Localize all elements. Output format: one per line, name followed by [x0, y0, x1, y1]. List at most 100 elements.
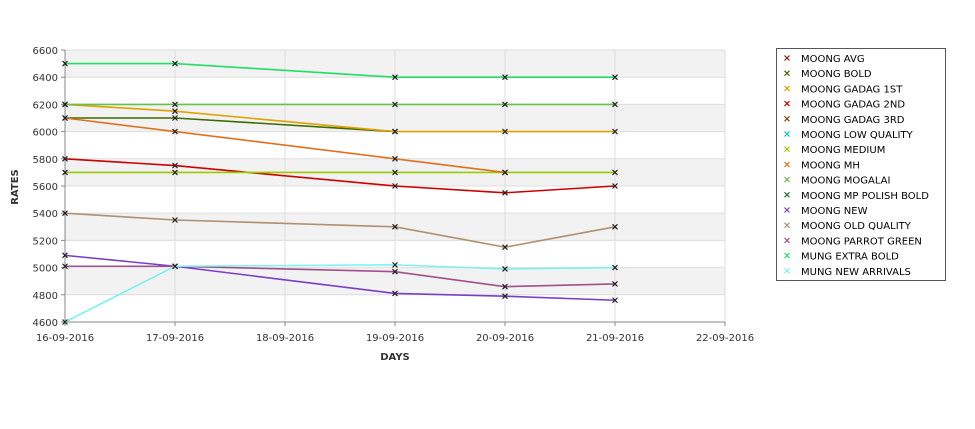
y-tick-label: 6600: [33, 46, 58, 57]
data-point: [502, 283, 508, 290]
legend-box: [776, 48, 946, 281]
y-tick-label: 6200: [33, 100, 58, 111]
data-point: [612, 264, 618, 271]
data-point: [612, 280, 618, 287]
data-point: [502, 128, 508, 135]
legend-marker: [784, 237, 790, 244]
x-tick-label: 19-09-2016: [366, 333, 424, 344]
legend-marker: [784, 222, 790, 229]
data-point: [612, 74, 618, 81]
legend-label: MOONG BOLD: [801, 69, 872, 80]
legend-label: MUNG EXTRA BOLD: [801, 252, 899, 263]
data-point: [392, 261, 398, 268]
data-point: [502, 293, 508, 300]
data-point: [62, 210, 68, 217]
data-point: [172, 263, 178, 270]
data-point: [612, 169, 618, 176]
x-axis-ticks: 16-09-2016 17-09-2016 18-09-2016 19-09-2016…: [36, 322, 754, 344]
legend-marker: [784, 85, 790, 92]
series-lines: [62, 60, 618, 325]
legend-marker: [784, 100, 790, 107]
data-point: [612, 128, 618, 135]
data-point: [392, 268, 398, 275]
x-tick-label: 20-09-2016: [476, 333, 534, 344]
data-point: [612, 297, 618, 304]
data-point: [392, 101, 398, 108]
data-point: [172, 128, 178, 135]
legend-label: MUNG NEW ARRIVALS: [801, 267, 911, 278]
data-point: [62, 252, 68, 259]
legend-marker: [784, 70, 790, 77]
data-point: [62, 155, 68, 162]
legend-label: MOONG MEDIUM: [801, 145, 885, 156]
data-point: [392, 74, 398, 81]
data-point: [392, 155, 398, 162]
data-point: [612, 223, 618, 230]
x-tick-label: 21-09-2016: [586, 333, 644, 344]
x-tick-label: 22-09-2016: [696, 333, 754, 344]
legend-label: MOONG LOW QUALITY: [801, 130, 914, 141]
legend: MOONG AVG MOONG BOLD MOONG GADAG 1ST MOONG …: [776, 48, 946, 281]
legend-label: MOONG GADAG 3RD: [801, 115, 905, 126]
data-point: [502, 266, 508, 272]
y-tick-label: 4600: [33, 318, 58, 329]
data-point: [172, 162, 178, 169]
x-axis-label: DAYS: [380, 352, 410, 363]
legend-marker: [784, 176, 790, 183]
y-tick-label: 5800: [33, 155, 58, 166]
data-point: [172, 60, 178, 67]
data-point: [392, 290, 398, 297]
data-point: [62, 60, 68, 67]
legend-label: MOONG GADAG 1ST: [801, 84, 903, 95]
legend-label: MOONG MOGALAI: [801, 176, 890, 187]
data-point: [172, 169, 178, 176]
data-point: [502, 189, 508, 196]
data-point: [612, 101, 618, 108]
legend-label: MOONG PARROT GREEN: [801, 236, 922, 247]
legend-marker: [784, 55, 790, 61]
legend-label: MOONG GADAG 2ND: [801, 100, 905, 111]
y-tick-label: 5000: [33, 264, 58, 275]
data-point: [62, 169, 68, 176]
legend-marker: [784, 252, 790, 259]
y-tick-label: 5200: [33, 236, 58, 247]
legend-marker: [784, 146, 790, 153]
legend-marker: [784, 191, 790, 198]
x-tick-label: 17-09-2016: [146, 333, 204, 344]
legend-marker: [784, 161, 790, 168]
legend-marker: [784, 131, 790, 137]
legend-marker: [784, 267, 790, 274]
legend-marker: [784, 207, 790, 213]
legend-label: MOONG NEW: [801, 206, 868, 217]
legend-label: MOONG AVG: [801, 54, 865, 65]
y-tick-label: 6000: [33, 128, 58, 139]
data-point: [172, 217, 178, 223]
data-point: [392, 128, 398, 135]
legend-label: MOONG MH: [801, 160, 860, 171]
legend-label: MOONG OLD QUALITY: [801, 221, 912, 232]
y-tick-label: 5400: [33, 209, 58, 220]
y-axis-ticks: 4600 4800 5000 5200 5400 5600 5800 6000 6200 6400…: [33, 46, 65, 329]
data-point: [392, 169, 398, 176]
data-point: [502, 169, 508, 176]
y-tick-label: 4800: [33, 291, 58, 302]
y-tick-label: 5600: [33, 182, 58, 193]
data-point: [612, 183, 618, 189]
y-tick-label: 6400: [33, 73, 58, 84]
x-tick-label: 16-09-2016: [36, 333, 94, 344]
data-point: [502, 74, 508, 81]
data-point: [62, 115, 68, 121]
data-point: [392, 183, 398, 189]
data-point: [502, 244, 508, 251]
data-point: [172, 115, 178, 121]
legend-marker: [784, 115, 790, 122]
data-point: [62, 319, 68, 325]
legend-label: MOONG MP POLISH BOLD: [801, 191, 929, 202]
data-point: [172, 108, 178, 115]
data-point: [392, 223, 398, 230]
x-tick-label: 18-09-2016: [256, 333, 314, 344]
data-point: [502, 101, 508, 108]
data-point: [62, 101, 68, 108]
y-axis-label: RATES: [10, 169, 21, 205]
